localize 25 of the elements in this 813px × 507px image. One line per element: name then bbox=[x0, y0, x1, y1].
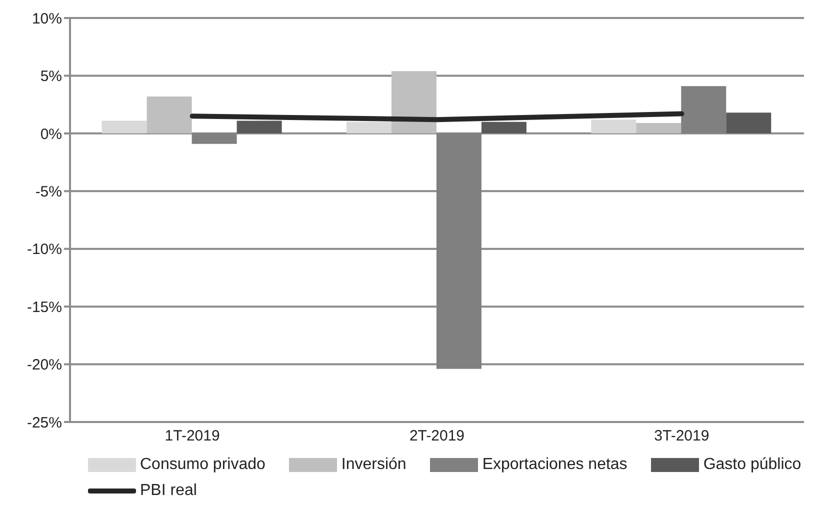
legend-label: Gasto público bbox=[702, 456, 802, 474]
y-tick-label: -20% bbox=[26, 356, 62, 374]
bar bbox=[591, 120, 636, 134]
legend-label: Consumo privado bbox=[139, 456, 266, 474]
y-tick-label: -5% bbox=[35, 183, 62, 200]
x-tick-label: 3T-2019 bbox=[654, 428, 710, 445]
y-tick-label: 0% bbox=[40, 126, 62, 143]
bar bbox=[346, 122, 392, 134]
bar bbox=[391, 71, 436, 134]
bar bbox=[481, 122, 526, 134]
bar bbox=[146, 96, 192, 134]
y-tick-label: -25% bbox=[26, 414, 62, 432]
bar bbox=[102, 120, 147, 134]
legend-label: PBI real bbox=[139, 482, 197, 500]
bar bbox=[636, 123, 682, 134]
bar bbox=[726, 112, 772, 134]
x-tick-label: 1T-2019 bbox=[164, 428, 220, 445]
x-tick-label: 2T-2019 bbox=[409, 428, 465, 445]
y-tick-label: -15% bbox=[26, 298, 62, 316]
y-tick-label: 10% bbox=[32, 10, 62, 28]
y-tick-label: -10% bbox=[26, 241, 62, 258]
y-tick-label: 5% bbox=[40, 68, 62, 86]
legend-label: Exportaciones netas bbox=[481, 456, 628, 474]
bar bbox=[236, 120, 282, 134]
legend-label: Inversión bbox=[340, 456, 406, 474]
